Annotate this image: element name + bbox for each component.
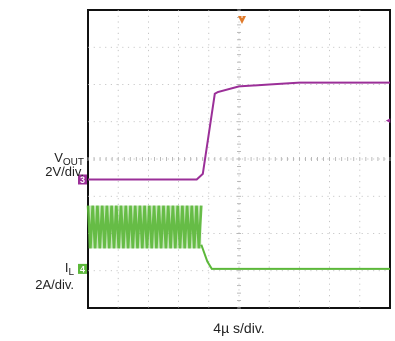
il-ripple-band: [88, 205, 202, 249]
il-label-sub: L: [68, 267, 74, 278]
grid: [87, 9, 391, 309]
vout-label: VOUT: [20, 151, 84, 169]
timebase-value: 4µ: [213, 320, 230, 336]
vout-label-main: V: [54, 150, 63, 165]
vout-scale: 2V/div.: [45, 164, 84, 179]
vout-label-sub: OUT: [62, 157, 84, 168]
il-scale: 2A/div.: [35, 277, 74, 292]
il-ripple-trace: [86, 205, 203, 249]
traces: [86, 81, 390, 270]
il-trace: [200, 244, 390, 270]
trigger-marker: T: [238, 13, 246, 24]
il-channel-marker: 4: [78, 263, 87, 274]
il-channel-marker-number: 4: [80, 264, 85, 274]
timebase-label: 4µ s/div.: [88, 320, 390, 336]
channel-markers: 3 4 T ◂: [78, 13, 391, 274]
trigger-level-marker: ◂: [386, 116, 391, 126]
trigger-arrow: [238, 16, 246, 24]
vout-channel-marker-box: [78, 174, 87, 185]
vout-channel-marker: 3: [78, 174, 87, 185]
il-label: IL: [20, 261, 74, 279]
il-channel-marker-box: [78, 263, 87, 274]
il-label-main: I: [64, 260, 69, 275]
vout-channel-marker-number: 3: [80, 175, 85, 185]
trigger-letter: T: [240, 13, 245, 20]
timebase-unit: s/div.: [233, 320, 265, 336]
vout-trace: [88, 81, 390, 181]
